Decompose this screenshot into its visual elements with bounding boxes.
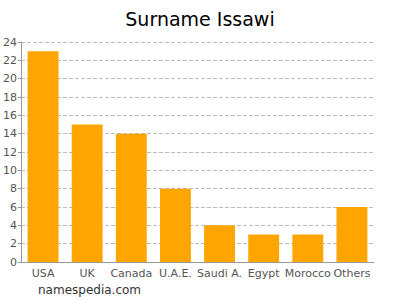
svg-text:Egypt: Egypt — [248, 267, 280, 280]
svg-text:Saudi A.: Saudi A. — [197, 267, 242, 280]
svg-text:namespedia.com: namespedia.com — [38, 283, 141, 297]
svg-text:UK: UK — [80, 267, 96, 280]
svg-text:Others: Others — [333, 267, 370, 280]
svg-text:Canada: Canada — [110, 267, 152, 280]
svg-text:8: 8 — [10, 182, 17, 195]
svg-text:USA: USA — [32, 267, 55, 280]
svg-text:18: 18 — [3, 91, 17, 104]
svg-text:12: 12 — [3, 146, 17, 159]
svg-text:U.A.E.: U.A.E. — [159, 267, 192, 280]
svg-text:14: 14 — [3, 127, 17, 140]
svg-text:16: 16 — [3, 109, 17, 122]
svg-text:2: 2 — [10, 237, 17, 250]
svg-text:Surname Issawi: Surname Issawi — [125, 8, 274, 30]
svg-text:10: 10 — [3, 164, 17, 177]
svg-text:22: 22 — [3, 54, 17, 67]
svg-text:0: 0 — [10, 256, 17, 269]
svg-text:24: 24 — [3, 36, 17, 49]
svg-text:20: 20 — [3, 72, 17, 85]
svg-text:6: 6 — [10, 201, 17, 214]
svg-text:Morocco: Morocco — [285, 267, 331, 280]
svg-text:4: 4 — [10, 219, 17, 232]
